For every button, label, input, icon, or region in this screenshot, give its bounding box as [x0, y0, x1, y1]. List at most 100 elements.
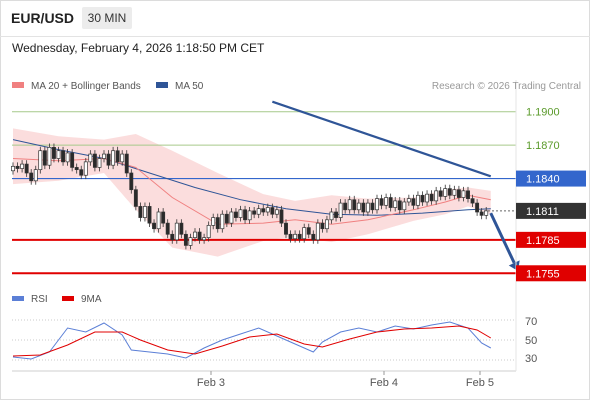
rsi-series-9ma — [12, 325, 492, 357]
candle — [375, 194, 379, 214]
level-label-1-1755: 1.1755 — [526, 268, 560, 280]
candle — [365, 199, 370, 216]
candle — [293, 230, 298, 243]
candle — [97, 154, 102, 172]
level-tag-1-1840 — [516, 170, 586, 187]
rsi-tick-50: 50 — [525, 335, 537, 347]
candle — [238, 205, 243, 222]
candle — [252, 206, 257, 219]
candle — [83, 157, 88, 180]
candle — [161, 208, 166, 228]
level-label-1-1900: 1.1900 — [526, 107, 560, 119]
candle — [329, 208, 334, 224]
candle — [325, 215, 329, 233]
rsi-tick-30: 30 — [525, 353, 537, 365]
candle — [202, 233, 207, 244]
candle — [284, 219, 288, 239]
candle — [347, 195, 352, 214]
datetime-label: Wednesday, February 4, 2026 1:18:50 PM C… — [12, 41, 265, 55]
candle — [234, 208, 238, 222]
bollinger-band — [13, 128, 491, 257]
timeframe-button[interactable]: 30 MIN — [82, 7, 132, 29]
candle — [215, 213, 220, 233]
candle — [425, 190, 430, 206]
candle — [42, 146, 47, 170]
rsi-tick-70: 70 — [525, 316, 537, 328]
candle — [484, 206, 489, 220]
level-label-1-1811: 1.1811 — [526, 206, 559, 218]
candle — [384, 193, 389, 210]
candle — [475, 199, 480, 216]
candle — [406, 194, 411, 206]
candle — [24, 160, 29, 177]
forecast-arrow-shaft — [489, 212, 516, 264]
candle — [102, 150, 106, 163]
candle — [193, 228, 197, 242]
candle — [133, 185, 138, 211]
candle — [115, 146, 120, 166]
candle — [229, 208, 234, 228]
candle — [370, 199, 375, 214]
candle — [447, 184, 452, 200]
candle — [343, 199, 348, 214]
level-tag-1-1811 — [516, 202, 586, 219]
candle — [334, 208, 339, 222]
ma9-legend-label: 9MA — [81, 294, 102, 305]
rsi-legend-swatch — [12, 296, 24, 301]
level-tag-1-1755 — [516, 265, 586, 282]
candle — [183, 230, 188, 250]
symbol-label: EUR/USD — [11, 10, 75, 26]
candle — [188, 233, 193, 250]
candle — [156, 208, 161, 233]
candle — [211, 213, 216, 230]
candle — [338, 199, 343, 222]
candle — [74, 163, 79, 174]
candle — [461, 186, 466, 202]
x-tick-feb4: Feb 4 — [370, 377, 398, 389]
candle — [129, 169, 134, 194]
candle — [124, 150, 129, 177]
candle — [356, 199, 361, 214]
candle — [470, 194, 475, 207]
candle — [20, 160, 25, 173]
candle — [402, 198, 407, 214]
resistance-trendline — [271, 100, 492, 178]
rsi-series-rsi — [12, 321, 492, 360]
credit-label: Research © 2026 Trading Central — [432, 81, 581, 92]
candle — [393, 196, 398, 212]
candle — [224, 210, 229, 228]
candle — [33, 165, 38, 185]
candle — [179, 219, 184, 239]
candle — [315, 219, 320, 244]
candle — [88, 150, 93, 166]
candle — [206, 221, 211, 242]
x-tick-feb5: Feb 5 — [466, 377, 494, 389]
candle — [79, 165, 84, 180]
candle — [388, 193, 393, 212]
candle — [65, 149, 70, 166]
candle — [47, 143, 52, 170]
candle — [416, 191, 420, 210]
candle — [92, 150, 97, 172]
candle — [147, 202, 152, 228]
level-label-1-1870: 1.1870 — [526, 140, 560, 152]
candle — [61, 146, 66, 166]
candle — [152, 219, 156, 233]
candle — [120, 150, 125, 166]
candle — [438, 186, 443, 201]
candle — [15, 162, 20, 173]
candle — [197, 228, 202, 244]
candle — [456, 185, 461, 202]
candle — [274, 205, 279, 219]
candle — [420, 191, 425, 206]
candle — [279, 205, 284, 228]
candle — [411, 194, 416, 210]
candle — [306, 223, 311, 239]
candle — [452, 185, 457, 200]
rsi-legend-label: RSI — [31, 294, 48, 305]
candle — [302, 223, 307, 243]
chart-header: EUR/USD 30 MIN — [0, 0, 590, 36]
ma50-legend-label: MA 50 — [175, 81, 204, 92]
candle — [270, 203, 275, 219]
